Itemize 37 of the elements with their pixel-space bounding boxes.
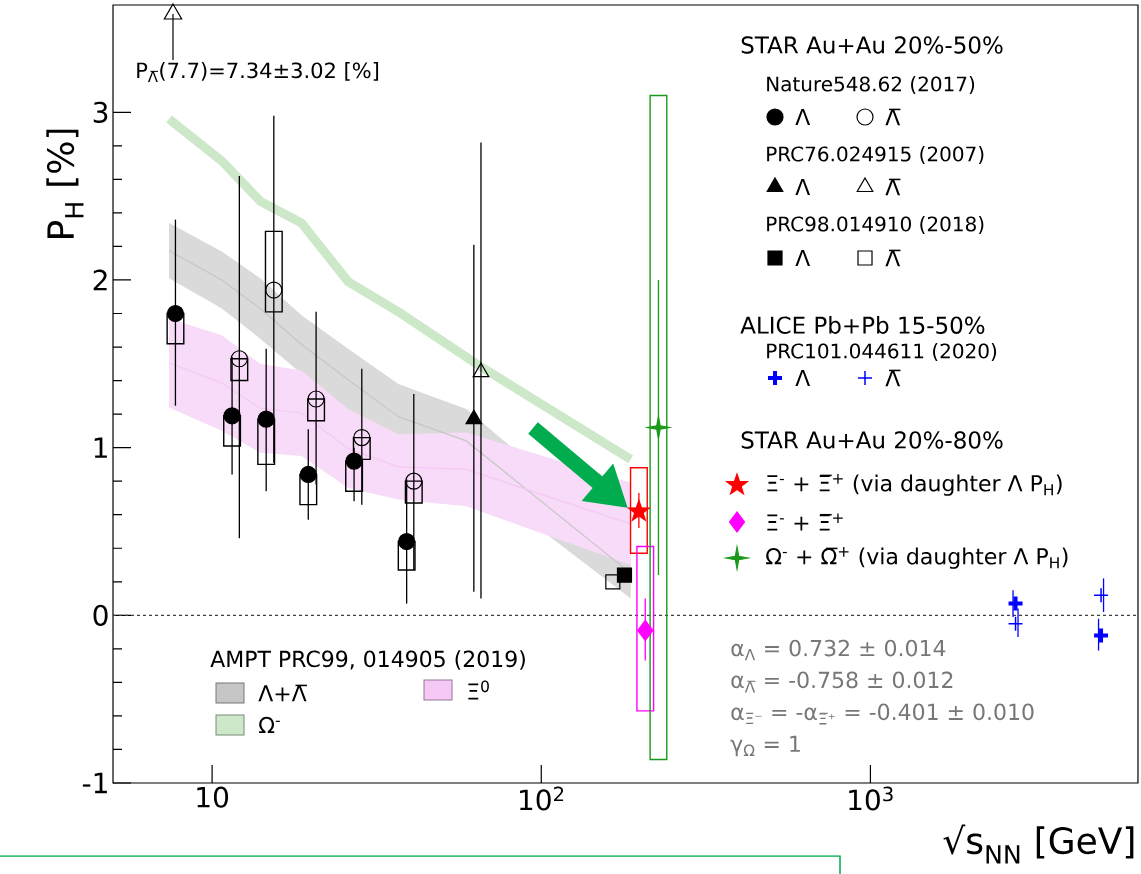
x-tick-label: 10 xyxy=(197,786,229,808)
annotation: α$_{Λ}$ = 0.732 ± 0.014 xyxy=(731,639,946,661)
legend-label: Λ xyxy=(795,369,811,386)
annotation: α$_{Ξ⁻}$ = -α$_{Ξ̅⁺}$ = -0.401 ± 0.010 xyxy=(731,703,1034,725)
legend-label: Λ̅ xyxy=(885,369,901,387)
annotation: P$_{Λ̅}$(7.7)=7.34±3.02 [%] xyxy=(137,62,379,82)
annotation: γ$_{Ω}$ = 1 xyxy=(730,735,800,757)
x-axis-title: √s$_{NN}$ [GeV] xyxy=(943,824,1134,864)
annotation: STAR Au+Au 20%-50% xyxy=(741,36,1003,54)
legend-label: Λ+Λ̅ xyxy=(258,684,307,702)
legend-label: Ξ$^{0}$ xyxy=(468,680,489,700)
x-tick-label: 10$^{3}$ xyxy=(849,786,893,811)
legend-label: Λ xyxy=(795,249,811,266)
legend-label: Λ̅ xyxy=(885,108,901,126)
y-tick-label: 1 xyxy=(94,437,107,458)
legend-label: Λ̅ xyxy=(885,178,901,196)
annotation: Nature548.62 (2017) xyxy=(767,76,975,94)
legend-label: Λ xyxy=(795,108,811,125)
legend-label: Ξ$^{-}$ + Ξ̅$^{+}$ xyxy=(767,513,843,531)
y-tick-label: 3 xyxy=(93,101,108,123)
annotation: PRC101.044611 (2020) xyxy=(767,343,997,361)
y-axis-title: P$_{H}$ [%] xyxy=(46,129,84,238)
annotation: STAR Au+Au 20%-80% xyxy=(741,431,1003,449)
annotation: PRC98.014910 (2018) xyxy=(767,216,984,234)
annotation: AMPT PRC99, 014905 (2019) xyxy=(210,650,525,670)
legend-label: Ω$^{-}$ xyxy=(259,716,280,734)
x-tick-label: 10$^{2}$ xyxy=(520,786,564,811)
annotation: PRC76.024915 (2007) xyxy=(767,146,984,164)
y-tick-label: 2 xyxy=(93,269,107,291)
legend-label: Ω$^{-}$ + Ω̅$^{+}$ (via daughter Λ P$_{H}$) xyxy=(766,547,1068,569)
annotation: ALICE Pb+Pb 15-50% xyxy=(740,316,985,334)
legend-label: Ξ$^{-}$ + Ξ̅$^{+}$ (via daughter Λ P$_{H}$) xyxy=(767,474,1062,496)
legend-label: Λ̅ xyxy=(885,249,901,267)
annotation: α$_{Λ̅}$ = -0.758 ± 0.012 xyxy=(731,671,953,693)
y-tick-label: 0 xyxy=(93,604,108,626)
y-tick-label: -1 xyxy=(82,772,107,794)
legend-label: Λ xyxy=(795,178,811,195)
